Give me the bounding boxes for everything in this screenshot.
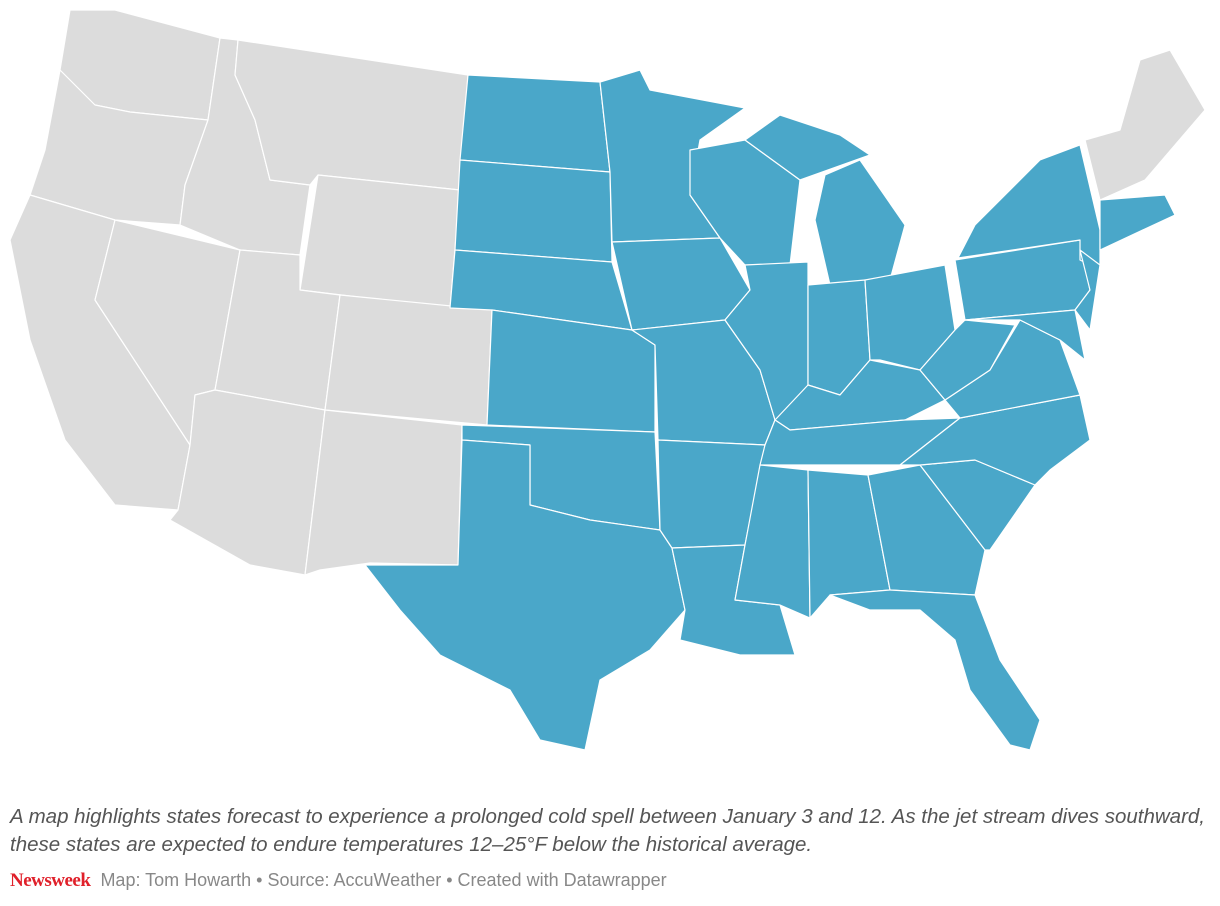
unaffected-states xyxy=(9,9,1206,576)
state xyxy=(957,144,1101,271)
state xyxy=(1084,49,1206,201)
credits: Map: Tom Howarth • Source: AccuWeather •… xyxy=(100,870,667,890)
state xyxy=(454,159,613,263)
state xyxy=(486,309,656,433)
state xyxy=(964,309,1086,361)
state xyxy=(234,39,469,191)
state xyxy=(919,319,1016,401)
state xyxy=(304,409,463,576)
state xyxy=(814,159,906,286)
state xyxy=(169,389,326,576)
state xyxy=(829,589,1041,751)
state xyxy=(364,439,686,751)
state xyxy=(744,114,871,181)
state xyxy=(324,294,493,426)
affected-states xyxy=(364,69,1176,751)
brand-logo: Newsweek xyxy=(10,870,91,891)
state xyxy=(459,74,611,173)
state xyxy=(299,174,461,309)
state xyxy=(1074,249,1101,331)
us-map xyxy=(9,9,1206,751)
footer: Newsweek Map: Tom Howarth • Source: AccuW… xyxy=(10,870,667,892)
state xyxy=(867,464,986,596)
caption: A map highlights states forecast to expe… xyxy=(10,805,1206,856)
state xyxy=(1099,194,1176,251)
